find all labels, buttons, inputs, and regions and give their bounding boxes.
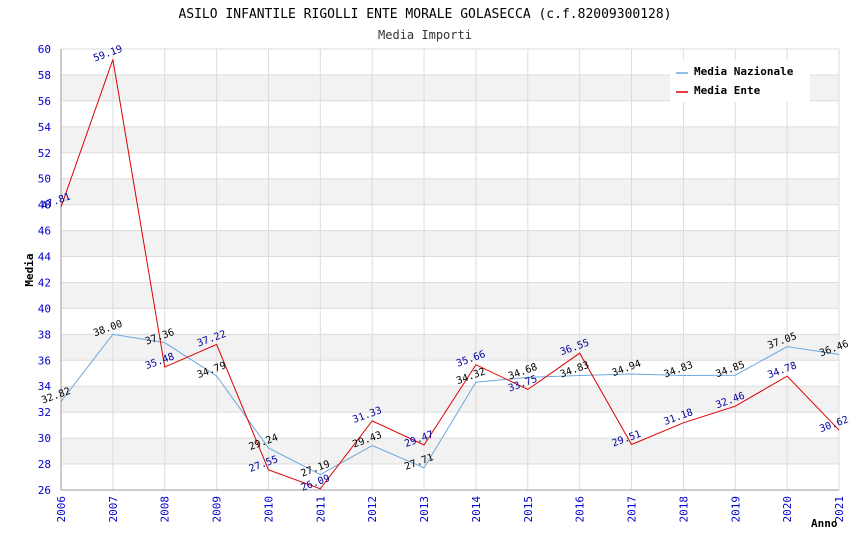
data-label-nazionale: 34.83 [559, 360, 591, 381]
x-tick-label: 2013 [418, 496, 431, 523]
data-label-nazionale: 34.85 [714, 360, 746, 381]
x-tick-label: 2006 [55, 496, 68, 523]
x-tick-label: 2007 [107, 496, 120, 523]
x-axis-ticks: 2006 2007 2008 2009 2010 2011 2012 2013 2014 2015… [55, 496, 846, 523]
x-tick-label: 2011 [314, 496, 327, 523]
data-label-nazionale: 34.79 [196, 360, 228, 381]
y-axis-ticks: 26 28 30 32 34 36 38 40 42 44 46 48 50 52 54 56 58 60 [38, 43, 52, 497]
data-label-ente: 59.19 [92, 44, 124, 65]
x-tick-label: 2009 [211, 496, 224, 523]
y-tick-label: 26 [38, 484, 51, 497]
grid-band [61, 230, 839, 257]
x-tick-label: 2019 [729, 496, 742, 523]
legend-box [670, 60, 810, 102]
x-tick-label: 2020 [781, 496, 794, 523]
grid-band [61, 126, 839, 153]
data-label-nazionale: 34.32 [455, 366, 487, 387]
x-axis-label: Anno [811, 517, 838, 530]
y-tick-label: 50 [38, 173, 51, 186]
x-tick-label: 2021 [833, 496, 846, 523]
series-line-ente [60, 59, 840, 490]
grid-band [61, 438, 839, 465]
grid-band [61, 282, 839, 309]
grid-band [61, 178, 839, 205]
series-line-nazionale [60, 333, 840, 476]
data-label-nazionale: 34.94 [611, 358, 643, 379]
x-tick-label: 2018 [677, 496, 690, 523]
y-tick-label: 46 [38, 225, 51, 238]
data-label-ente: 47.81 [40, 191, 72, 212]
data-label-ente: 34.78 [766, 360, 798, 381]
y-tick-label: 52 [38, 147, 51, 160]
grid-bands [61, 74, 839, 465]
x-tick-label: 2014 [470, 496, 483, 523]
chart-subtitle: Media Importi [378, 28, 472, 42]
y-tick-label: 28 [38, 458, 51, 471]
y-tick-label: 32 [38, 406, 51, 419]
y-tick-label: 60 [38, 43, 51, 56]
y-tick-label: 42 [38, 276, 51, 289]
y-tick-label: 48 [38, 199, 51, 212]
x-tick-label: 2010 [262, 496, 275, 523]
y-tick-label: 40 [38, 302, 51, 315]
y-tick-label: 44 [38, 251, 52, 264]
x-tick-label: 2016 [574, 496, 587, 523]
legend: Media Nazionale Media Ente [670, 60, 810, 102]
y-tick-label: 58 [38, 69, 51, 82]
legend-label-ente: Media Ente [694, 84, 761, 97]
y-axis-label: Media [23, 253, 36, 286]
grid-band [61, 334, 839, 361]
y-tick-label: 36 [38, 354, 51, 367]
y-tick-label: 38 [38, 328, 51, 341]
grid-band [61, 386, 839, 413]
y-tick-label: 34 [38, 380, 52, 393]
x-tick-label: 2015 [522, 496, 535, 523]
legend-label-nazionale: Media Nazionale [694, 65, 794, 78]
series-group [60, 59, 840, 490]
y-tick-label: 54 [38, 121, 52, 134]
y-tick-label: 56 [38, 95, 51, 108]
chart-title: ASILO INFANTILE RIGOLLI ENTE MORALE GOLA… [178, 7, 671, 22]
data-label-nazionale: 34.83 [663, 360, 695, 381]
x-tick-label: 2012 [366, 496, 379, 523]
x-tick-label: 2017 [626, 496, 639, 523]
x-tick-label: 2008 [159, 496, 172, 523]
data-label-ente: 30.62 [818, 414, 850, 435]
gridlines [60, 48, 840, 491]
y-tick-label: 30 [38, 432, 51, 445]
